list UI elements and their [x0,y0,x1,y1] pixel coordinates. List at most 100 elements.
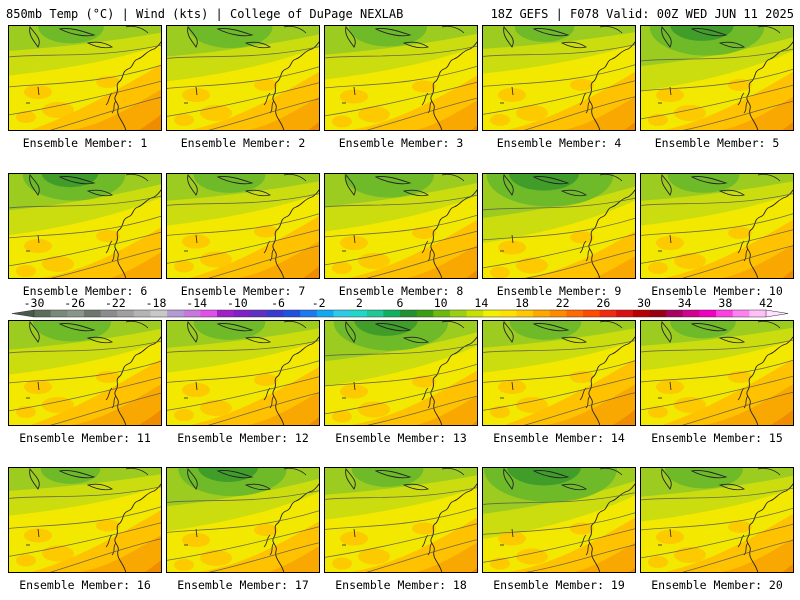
member-label: Ensemble Member: 1 [22,136,148,150]
colorbar-swatch [67,310,85,317]
colorbar-tick-label: 26 [596,296,610,310]
ensemble-member-map-12 [166,320,320,426]
colorbar-tick-label: 38 [718,296,732,310]
member-label: Ensemble Member: 8 [338,284,464,298]
colorbar-swatch [300,310,318,317]
colorbar-tick-label: -14 [186,296,207,310]
member-label: Ensemble Member: 20 [651,578,783,592]
member-label: Ensemble Member: 11 [19,431,151,445]
colorbar-swatch [50,310,68,317]
colorbar-swatch [416,310,434,317]
member-label: Ensemble Member: 7 [180,284,306,298]
ensemble-member-map-15 [640,320,794,426]
colorbar-tick-label: -22 [105,296,126,310]
colorbar-swatch [583,310,601,317]
colorbar-swatch [649,310,667,317]
temperature-field-map [324,320,478,426]
member-label: Ensemble Member: 14 [493,431,625,445]
colorbar-under-arrow [11,309,35,318]
colorbar-swatch [616,310,634,317]
colorbar-swatch [333,310,351,317]
colorbar-swatch [400,310,418,317]
member-label: Ensemble Member: 17 [177,578,309,592]
colorbar-swatch [100,310,118,317]
colorbar-swatch [250,310,268,317]
member-label: Ensemble Member: 9 [496,284,622,298]
temperature-field-map [482,467,636,573]
ensemble-member-map-10 [640,173,794,279]
temperature-field-map [640,173,794,279]
ensemble-member-map-2 [166,25,320,131]
colorbar-tick-label: 10 [434,296,448,310]
colorbar-tick-label: -10 [227,296,248,310]
member-label: Ensemble Member: 5 [654,136,780,150]
temperature-field-map [324,173,478,279]
temperature-field-map [482,320,636,426]
member-label: Ensemble Member: 6 [22,284,148,298]
colorbar-swatch [716,310,734,317]
colorbar-swatch [266,310,284,317]
colorbar-tick-label: 30 [637,296,651,310]
colorbar-tick-label: -18 [146,296,167,310]
ensemble-member-map-18 [324,467,478,573]
colorbar-swatch [682,310,700,317]
colorbar-tick-label: 14 [474,296,488,310]
temperature-field-map [8,25,162,131]
member-label: Ensemble Member: 10 [651,284,783,298]
ensemble-member-map-16 [8,467,162,573]
ensemble-member-map-11 [8,320,162,426]
ensemble-member-map-9 [482,173,636,279]
colorbar-tick-label: -26 [64,296,85,310]
colorbar-swatch [666,310,684,317]
ensemble-member-map-7 [166,173,320,279]
member-label: Ensemble Member: 13 [335,431,467,445]
colorbar-over-arrow [765,309,789,318]
temperature-field-map [166,25,320,131]
colorbar-swatch [233,310,251,317]
member-label: Ensemble Member: 16 [19,578,151,592]
temperature-field-map [166,320,320,426]
ensemble-member-map-4 [482,25,636,131]
colorbar-swatch [350,310,368,317]
colorbar-swatch [283,310,301,317]
ensemble-member-map-17 [166,467,320,573]
temperature-field-map [324,25,478,131]
temperature-field-map [640,320,794,426]
colorbar-tick-label: 18 [515,296,529,310]
colorbar-tick-label: 2 [356,296,363,310]
colorbar-tick-label: -6 [271,296,285,310]
ensemble-member-map-1 [8,25,162,131]
header-title: 850mb Temp (°C) | Wind (kts) | College o… [6,7,404,21]
temperature-colorbar: -30 -26 -22 -18 -14 -10 -6 -2 2 6 10 14 18 22 26 30 34 38… [11,296,789,318]
temperature-field-map [8,467,162,573]
temperature-field-map [8,173,162,279]
colorbar-swatch [533,310,551,317]
colorbar-swatch [183,310,201,317]
member-label: Ensemble Member: 18 [335,578,467,592]
colorbar-tick-label: 6 [397,296,404,310]
colorbar-swatch [483,310,501,317]
ensemble-member-map-3 [324,25,478,131]
colorbar-swatch [566,310,584,317]
ensemble-member-map-14 [482,320,636,426]
colorbar-swatch [117,310,135,317]
member-label: Ensemble Member: 2 [180,136,306,150]
temperature-field-map [482,25,636,131]
member-label: Ensemble Member: 12 [177,431,309,445]
ensemble-member-map-13 [324,320,478,426]
colorbar-tick-label: -2 [312,296,326,310]
colorbar-swatch [749,310,767,317]
colorbar-swatch [433,310,451,317]
colorbar-tick-label: -30 [24,296,45,310]
colorbar-tick-label: 22 [556,296,570,310]
member-label: Ensemble Member: 15 [651,431,783,445]
colorbar-swatch [133,310,151,317]
ensemble-member-map-20 [640,467,794,573]
colorbar-swatch [217,310,235,317]
header-run-info: 18Z GEFS | F078 Valid: 00Z WED JUN 11 20… [490,7,794,21]
colorbar-swatch [83,310,101,317]
colorbar-swatch [732,310,750,317]
colorbar-swatch [316,310,334,317]
ensemble-member-map-5 [640,25,794,131]
colorbar-swatch [499,310,517,317]
